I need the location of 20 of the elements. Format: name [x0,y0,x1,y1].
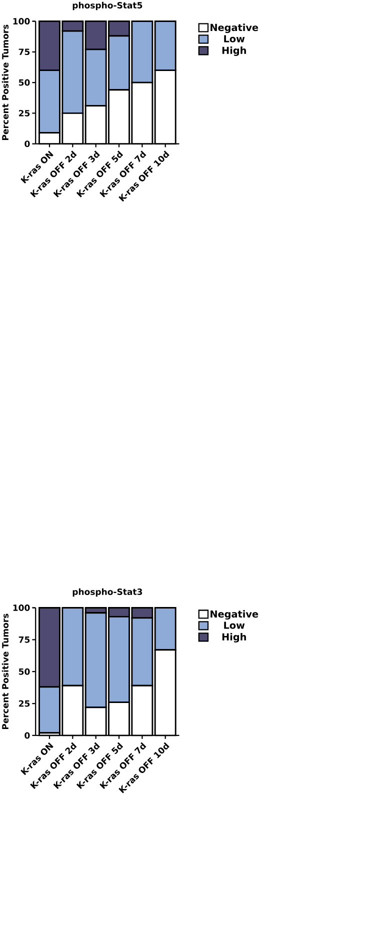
y-tick-label: 25 [19,700,30,707]
legend-label: High [222,46,246,56]
legend-label: Negative [210,610,258,620]
legend-label: Low [224,622,245,629]
y-tick-label: 50 [18,668,30,675]
y-tick-label: 100 [13,604,30,611]
y-tick-label: 25 [19,110,30,116]
y-tick-label: 0 [24,140,30,148]
y-axis-title: Percent Positive Tumors [2,24,9,140]
y-axis-title: Percent Positive Tumors [2,614,9,730]
y-tick-label: 0 [24,732,30,739]
legend-label: High [222,633,246,642]
y-tick-label: 75 [18,48,30,56]
legend-label: Negative [210,24,258,34]
y-tick-label: 50 [18,79,30,86]
y-tick-label: 75 [18,636,30,643]
legend-label: Low [224,35,245,42]
chart-title: phospho-Stat3 [72,588,142,597]
y-tick-label: 100 [13,18,30,24]
chart-title: phospho-Stat5 [72,2,142,10]
